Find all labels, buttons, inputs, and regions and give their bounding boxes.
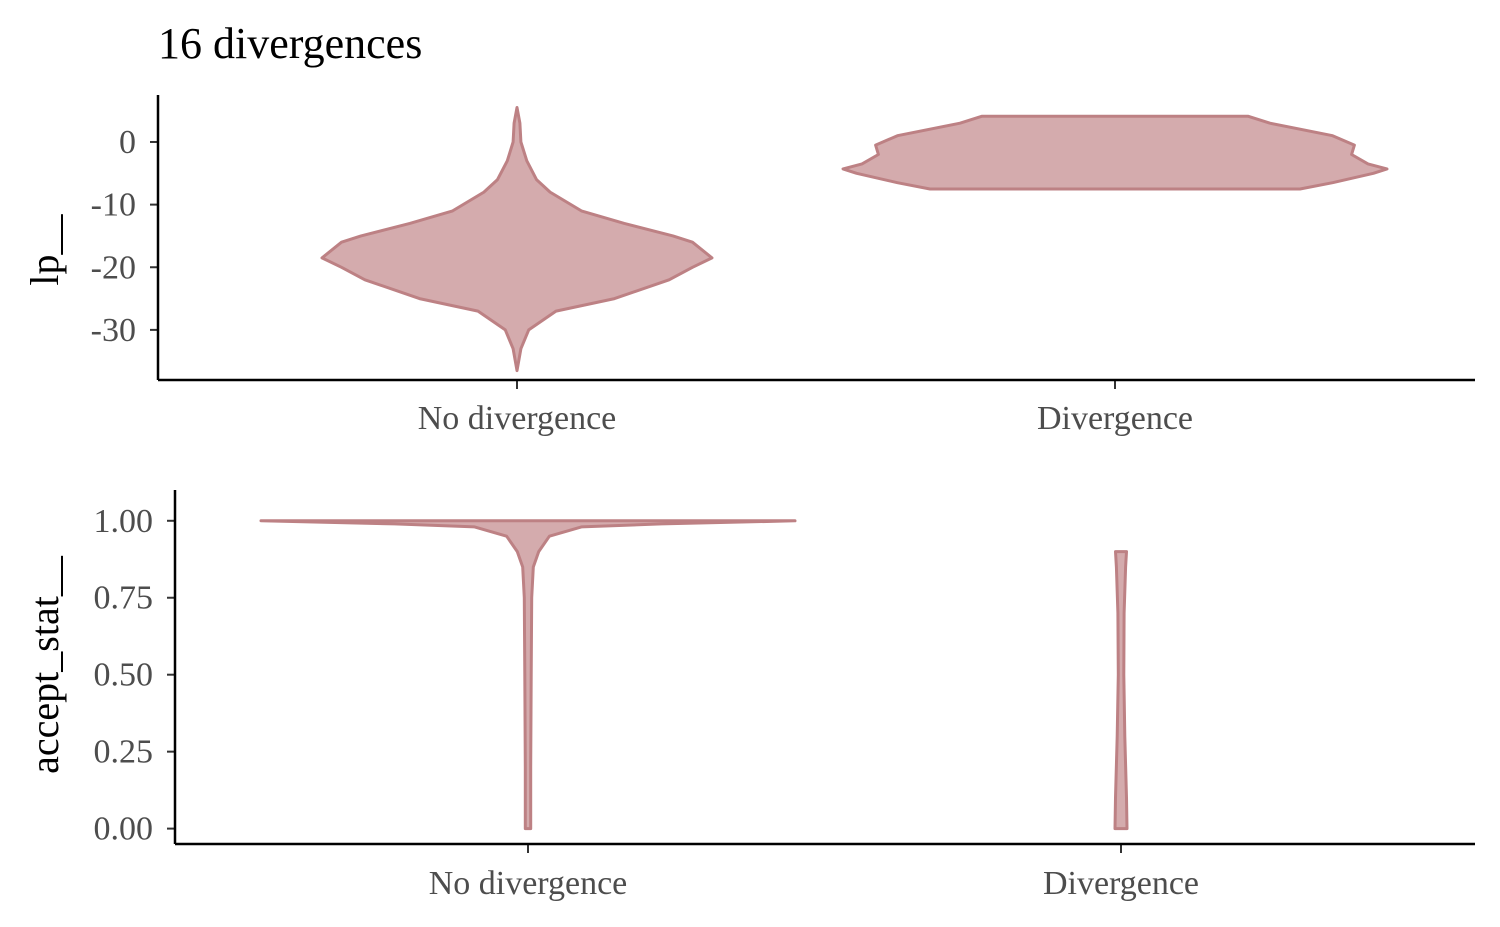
accept-stat-ticks: 0.00 0.25 0.50 0.75 1.00 No divergence Diverge… [94,503,1200,902]
lp-y-tick-label: 0 [119,124,136,161]
lp-violin-no-divergence [320,106,714,373]
lp-x-tick-label-no-divergence: No divergence [418,400,617,437]
accept-stat-y-axis-label: accept_stat__ [22,555,67,774]
accept-stat-y-tick-label: 1.00 [94,503,154,540]
lp-y-tick-label: -30 [91,312,136,349]
lp-y-tick-label: -10 [91,187,136,224]
chart-title: 16 divergences [158,19,422,68]
accept-stat-panel: 0.00 0.25 0.50 0.75 1.00 No divergence Diverge… [22,490,1475,902]
accept-stat-y-tick-label: 0.25 [94,734,154,771]
lp-ticks: 0 -10 -20 -30 No divergence Divergence [91,124,1193,437]
accept-stat-x-tick-label-divergence: Divergence [1043,865,1199,902]
accept-stat-x-tick-label-no-divergence: No divergence [429,865,628,902]
accept-stat-violin-no-divergence [259,519,797,831]
lp-x-tick-label-divergence: Divergence [1037,400,1193,437]
accept-stat-violin-divergence [1113,550,1129,831]
lp-panel: 0 -10 -20 -30 No divergence Divergence lp__ [22,95,1475,437]
lp-violins [320,106,1389,373]
lp-y-tick-label: -20 [91,249,136,286]
accept-stat-y-tick-label: 0.00 [94,811,154,848]
accept-stat-y-tick-label: 0.75 [94,580,154,617]
accept-stat-y-tick-label: 0.50 [94,657,154,694]
lp-violin-divergence [841,114,1389,191]
lp-y-axis-label: lp__ [22,213,67,285]
accept-stat-violins [259,519,1129,831]
